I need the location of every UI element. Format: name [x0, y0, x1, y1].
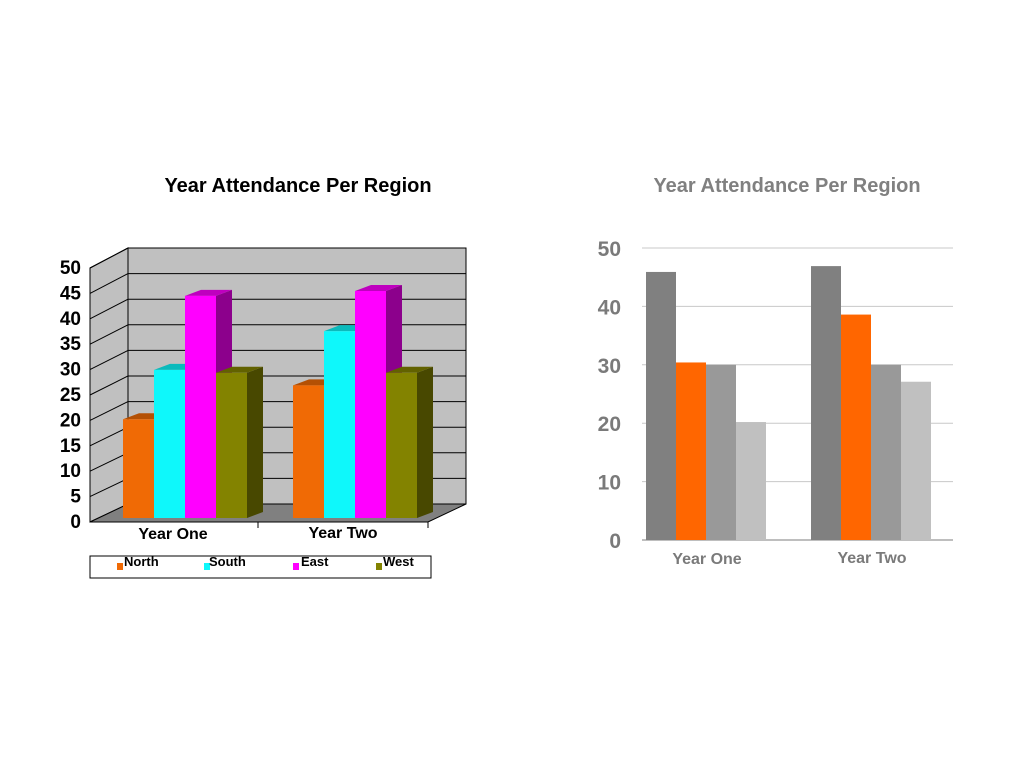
right-chart: Year Attendance Per Region 0 10 20 30 40… [598, 175, 953, 568]
right-x-category-label: Year Two [837, 550, 906, 567]
bar-east-year-two [355, 291, 386, 518]
left-chart: Year Attendance Per Region 0 5 10 15 20 … [60, 175, 467, 579]
bar-south-year-two [324, 331, 355, 518]
right-y-tick-label: 50 [598, 238, 621, 261]
bar-east-year-one [185, 295, 216, 518]
right-bar-series-4-year-one [736, 422, 766, 540]
left-gridline-side [89, 375, 129, 396]
bar-side-west [417, 366, 433, 518]
right-y-tick-label: 10 [598, 472, 621, 495]
right-y-tick-label: 40 [598, 296, 621, 319]
left-gridline-side [89, 477, 129, 498]
left-gridline-side [89, 273, 129, 294]
right-bar-series-1-year-two [811, 266, 841, 540]
bar-side-west [247, 366, 263, 518]
left-chart-title: Year Attendance Per Region [164, 175, 431, 197]
left-chart-legend: North South East West [89, 554, 432, 579]
left-gridline-side [89, 324, 129, 345]
left-y-tick-label: 40 [60, 309, 81, 330]
left-y-tick-label: 50 [60, 258, 81, 279]
right-y-tick-label: 30 [598, 355, 621, 378]
bar-top-east [355, 285, 402, 292]
bar-top-west [386, 366, 433, 373]
right-bar-series-1-year-one [646, 271, 676, 540]
left-gridline-side [89, 247, 129, 269]
right-x-category-label: Year One [672, 551, 741, 568]
left-y-tick-label: 45 [60, 283, 82, 304]
bar-north-year-one [123, 419, 154, 518]
left-y-tick-label: 0 [70, 512, 81, 533]
right-bar-series-3-year-one [706, 364, 736, 540]
left-x-category-label: Year Two [308, 525, 377, 542]
left-y-tick-label: 10 [60, 461, 81, 482]
right-chart-title: Year Attendance Per Region [653, 175, 920, 197]
legend-label-east: East [301, 554, 329, 569]
legend-box [89, 555, 432, 579]
right-y-tick-label: 0 [609, 530, 621, 553]
right-y-tick-label: 20 [598, 413, 621, 436]
left-chart-y-axis: 0 5 10 15 20 25 30 35 40 45 50 [60, 258, 82, 533]
bar-south-year-one [154, 369, 185, 518]
bar-west-year-one [216, 372, 247, 518]
right-chart-bars [646, 266, 931, 540]
left-y-tick-label: 20 [60, 410, 81, 431]
left-gridline-side [89, 452, 129, 472]
bar-west-year-two [386, 372, 417, 518]
left-y-tick-label: 5 [70, 487, 81, 508]
left-y-tick-label: 30 [60, 360, 81, 381]
right-bar-series-4-year-two [901, 381, 931, 540]
legend-swatch-south [204, 563, 210, 570]
left-gridline-side [89, 401, 129, 421]
right-chart-y-axis: 0 10 20 30 40 50 [598, 238, 621, 553]
left-y-tick-label: 15 [60, 436, 82, 457]
legend-label-west: West [383, 554, 414, 569]
left-gridline-side [89, 426, 129, 447]
right-bar-series-2-year-two [841, 314, 871, 540]
left-gridline-side [89, 349, 129, 371]
right-bar-series-3-year-two [871, 364, 901, 540]
bar-top-west [216, 366, 263, 373]
legend-swatch-west [376, 563, 382, 570]
right-bar-series-2-year-one [676, 362, 706, 540]
left-chart-bars [123, 285, 433, 518]
bar-north-year-two [293, 385, 324, 518]
legend-swatch-north [117, 563, 123, 570]
left-y-tick-label: 25 [60, 385, 82, 406]
left-y-tick-label: 35 [60, 334, 82, 355]
left-x-category-label: Year One [138, 526, 207, 543]
legend-swatch-east [293, 563, 299, 570]
bar-top-east [185, 289, 232, 296]
legend-label-south: South [209, 554, 246, 569]
left-gridline-side [89, 298, 129, 320]
legend-label-north: North [124, 554, 159, 569]
